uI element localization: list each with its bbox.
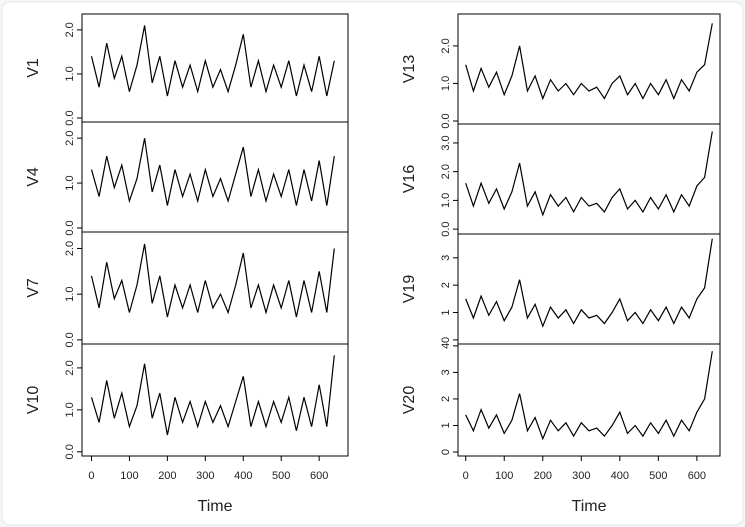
y-tick-label: 2.0 — [64, 131, 76, 146]
x-tick-label: 400 — [611, 470, 629, 482]
y-tick-label: 0 — [440, 449, 452, 455]
y-tick-label: 1 — [440, 309, 452, 315]
y-tick-label: 3 — [440, 369, 452, 375]
y-axis-label: V16 — [401, 165, 418, 194]
x-tick-label: 100 — [495, 470, 513, 482]
x-tick-label: 0 — [463, 470, 469, 482]
y-tick-label: 0.0 — [440, 221, 452, 236]
y-tick-label: 0.0 — [64, 110, 76, 125]
y-tick-label: 2 — [440, 282, 452, 288]
series-line — [465, 23, 713, 101]
y-tick-label: 0.0 — [440, 113, 452, 128]
panel-frame — [81, 343, 349, 457]
y-tick-label: 1.0 — [64, 287, 76, 302]
x-axis-label: Time — [198, 498, 233, 515]
x-tick-label: 500 — [272, 470, 290, 482]
x-tick-label: 200 — [534, 470, 552, 482]
y-tick-label: 0 — [440, 337, 452, 343]
x-tick-label: 600 — [688, 470, 706, 482]
y-tick-label: 2.0 — [440, 164, 452, 179]
y-axis-label: V13 — [401, 55, 418, 84]
x-axis-label: Time — [572, 498, 607, 515]
y-tick-label: 2.0 — [64, 22, 76, 37]
series-line — [465, 131, 713, 217]
y-tick-label: 2.0 — [440, 38, 452, 53]
series-line — [465, 238, 713, 328]
y-axis-label: V7 — [25, 278, 42, 298]
y-axis-label: V1 — [25, 58, 42, 78]
y-tick-label: 1.0 — [440, 193, 452, 208]
y-tick-label: 2.0 — [64, 360, 76, 375]
x-tick-label: 100 — [120, 470, 138, 482]
x-tick-label: 200 — [158, 470, 176, 482]
panel-frame — [457, 343, 721, 457]
y-tick-label: 3.0 — [440, 135, 452, 150]
x-tick-label: 300 — [572, 470, 590, 482]
y-axis-label: V19 — [401, 275, 418, 304]
y-axis-label: V20 — [401, 386, 418, 415]
y-tick-label: 4 — [440, 343, 452, 349]
y-axis-label: V4 — [25, 167, 42, 187]
y-axis-label: V10 — [25, 386, 42, 415]
x-tick-label: 400 — [234, 470, 252, 482]
x-tick-label: 600 — [310, 470, 328, 482]
y-tick-label: 0.0 — [64, 444, 76, 459]
x-tick-label: 0 — [88, 470, 94, 482]
y-tick-label: 1 — [440, 422, 452, 428]
x-tick-label: 300 — [196, 470, 214, 482]
series-line — [90, 243, 335, 318]
series-line — [90, 355, 335, 436]
y-tick-label: 1.0 — [440, 76, 452, 91]
series-line — [465, 351, 713, 441]
y-tick-label: 3 — [440, 255, 452, 261]
y-tick-label: 2.0 — [64, 241, 76, 256]
series-line — [90, 138, 335, 206]
y-tick-label: 1.0 — [64, 66, 76, 81]
y-tick-label: 0.0 — [64, 220, 76, 235]
y-tick-label: 1.0 — [64, 402, 76, 417]
y-tick-label: 0.0 — [64, 332, 76, 347]
series-line — [90, 25, 335, 97]
y-tick-label: 2 — [440, 396, 452, 402]
x-tick-label: 500 — [649, 470, 667, 482]
y-tick-label: 1.0 — [64, 175, 76, 190]
